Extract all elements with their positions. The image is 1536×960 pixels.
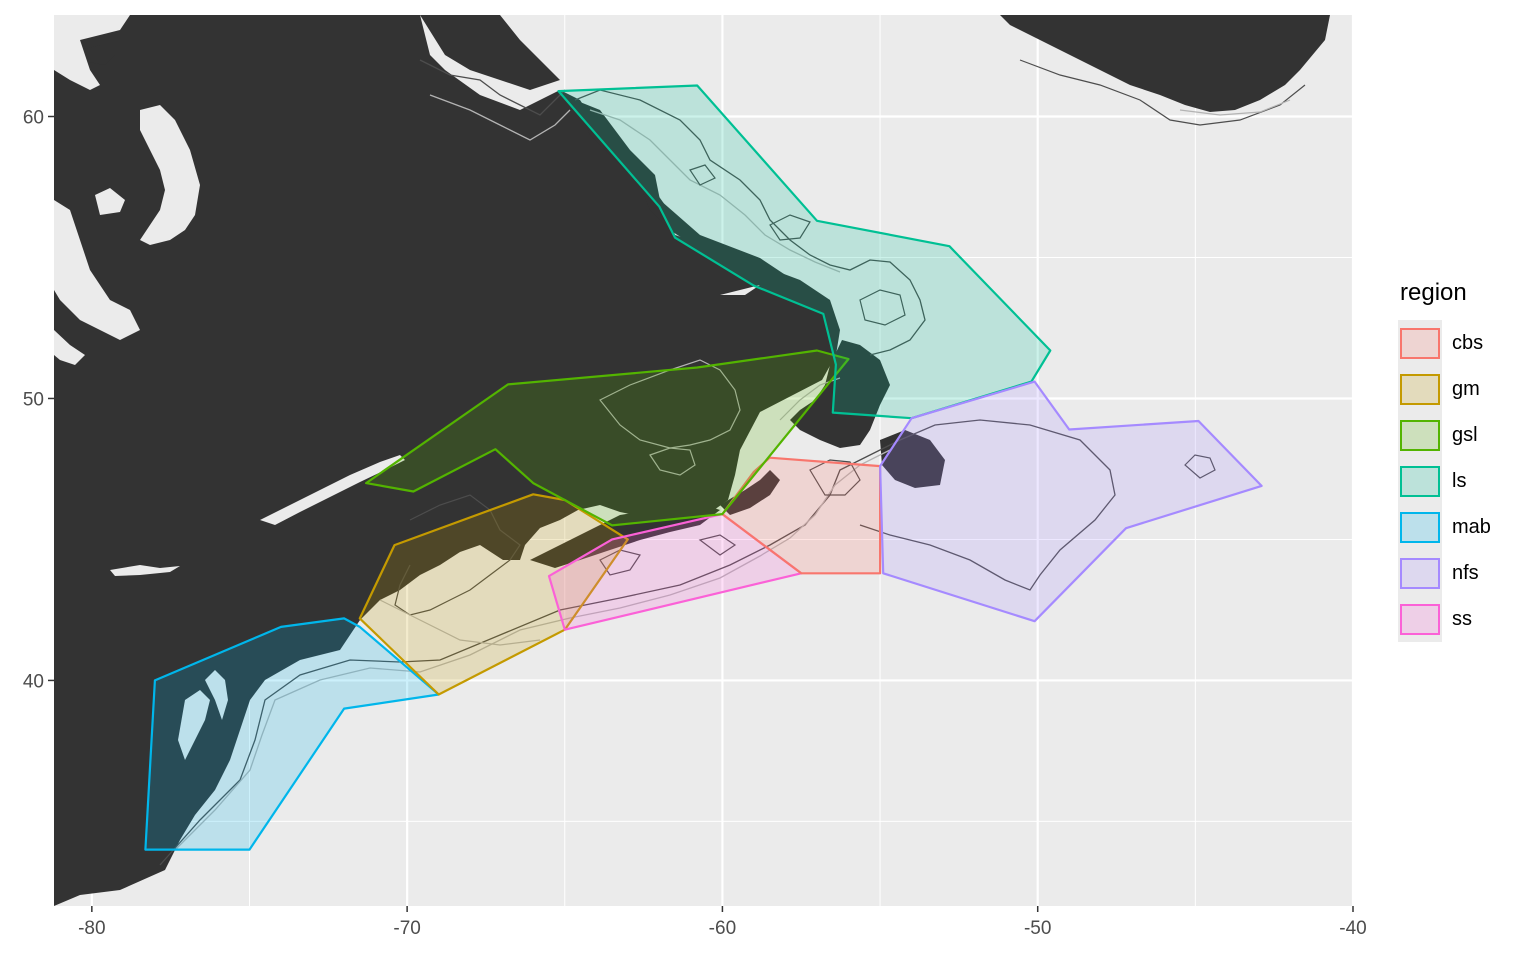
legend-key-gsl (1398, 412, 1442, 458)
x-tick-label: -70 (393, 918, 420, 939)
x-tick-label: -60 (709, 918, 736, 939)
legend-item-mab: mab (1398, 504, 1528, 550)
region-nfs (878, 380, 1263, 623)
legend-swatch-cbs (1400, 327, 1440, 359)
legend-key-nfs (1398, 550, 1442, 596)
region-gsl (365, 349, 850, 527)
legend-items: cbs gm gsl ls mab nfs ss (1398, 320, 1528, 642)
y-tick-label: 40 (23, 671, 44, 692)
legend-item-ss: ss (1398, 596, 1528, 642)
legend-item-nfs: nfs (1398, 550, 1528, 596)
y-tick-label: 50 (23, 389, 44, 410)
legend: region cbs gm gsl ls mab nfs ss (1398, 278, 1528, 642)
x-tick-label: -40 (1339, 918, 1366, 939)
legend-label-ls: ls (1452, 469, 1467, 492)
region-mab (144, 617, 440, 851)
legend-key-ss (1398, 596, 1442, 642)
legend-label-nfs: nfs (1452, 561, 1479, 584)
legend-swatch-gm (1400, 373, 1440, 405)
region-gm (358, 493, 629, 696)
legend-label-gm: gm (1452, 377, 1480, 400)
legend-key-gm (1398, 366, 1442, 412)
legend-key-ls (1398, 458, 1442, 504)
legend-swatch-nfs (1400, 557, 1440, 589)
legend-label-cbs: cbs (1452, 331, 1484, 354)
legend-swatch-mab (1400, 511, 1440, 543)
legend-title: region (1400, 279, 1467, 306)
region-ls (557, 84, 1052, 420)
legend-item-cbs: cbs (1398, 320, 1528, 366)
legend-swatch-gsl (1400, 419, 1440, 451)
legend-key-cbs (1398, 320, 1442, 366)
axis-ticks: -80 -70 -60 -50 -40 40 50 60 (23, 108, 1367, 939)
legend-swatch-ss (1400, 603, 1440, 635)
legend-item-ls: ls (1398, 458, 1528, 504)
x-tick-label: -80 (78, 918, 105, 939)
region-polygons (144, 84, 1263, 851)
legend-item-gm: gm (1398, 366, 1528, 412)
legend-label-ss: ss (1452, 607, 1472, 630)
legend-item-gsl: gsl (1398, 412, 1528, 458)
legend-key-mab (1398, 504, 1442, 550)
depth-contours (159, 59, 1306, 866)
y-tick-label: 60 (23, 108, 44, 129)
x-tick-label: -50 (1024, 918, 1051, 939)
legend-label-gsl: gsl (1452, 423, 1478, 446)
water-features (54, 15, 760, 760)
legend-label-mab: mab (1452, 515, 1491, 538)
legend-swatch-ls (1400, 465, 1440, 497)
